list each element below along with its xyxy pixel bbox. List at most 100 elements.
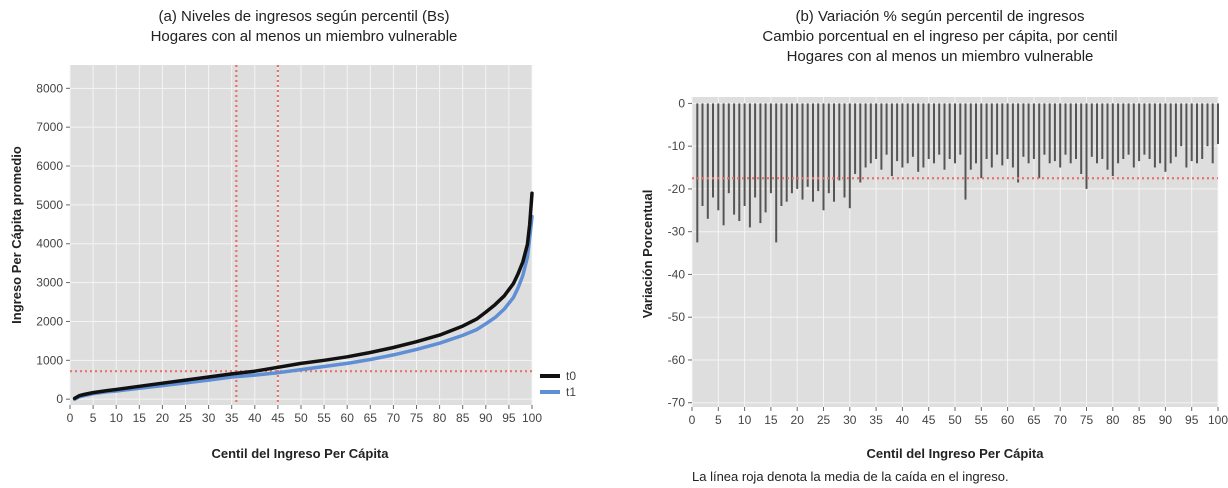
x-tick-label: 35 (869, 413, 883, 427)
bar (1190, 103, 1193, 162)
chart-a-subtitle: Hogares con al menos un miembro vulnerab… (151, 28, 458, 45)
y-tick-label: 1000 (36, 353, 63, 367)
chart-b-y-axis-label: Variación Porcentual (640, 190, 655, 319)
chart-b-subtitle-2: Hogares con al menos un miembro vulnerab… (787, 48, 1094, 65)
bar (954, 103, 956, 164)
bar (822, 103, 825, 211)
bar (812, 103, 814, 202)
x-tick-label: 90 (1159, 413, 1173, 427)
bar (1027, 103, 1030, 164)
bar (785, 103, 788, 202)
bar (927, 103, 930, 159)
chart-b-bars (696, 103, 1219, 243)
bar (911, 103, 914, 157)
bar (959, 103, 962, 155)
y-tick-label: 5000 (36, 198, 63, 212)
bar (1043, 103, 1046, 155)
chart-b: (b) Variación % según percentil de ingre… (640, 8, 1228, 484)
bar (901, 103, 904, 168)
x-tick-label: 45 (922, 413, 936, 427)
bar (1106, 103, 1109, 170)
bar (1111, 103, 1114, 177)
x-tick-label: 75 (1080, 413, 1094, 427)
x-tick-label: 5 (90, 411, 97, 425)
bar (1206, 103, 1209, 147)
x-tick-label: 80 (433, 411, 447, 425)
bar (717, 103, 720, 211)
bar (1132, 103, 1135, 168)
bar (864, 103, 867, 168)
y-tick-label: 8000 (36, 81, 63, 95)
bar (880, 103, 883, 170)
bar (1053, 103, 1056, 162)
y-tick-label: 6000 (36, 159, 63, 173)
x-tick-label: 0 (67, 411, 74, 425)
bar (885, 103, 888, 155)
x-tick-label: 5 (715, 413, 722, 427)
chart-a-grid (69, 65, 533, 405)
y-tick-label: 4000 (36, 237, 63, 251)
bar (1185, 103, 1188, 168)
x-tick-label: 70 (387, 411, 401, 425)
x-tick-label: 85 (456, 411, 470, 425)
bar (938, 103, 941, 155)
bar (801, 103, 804, 200)
bar (1069, 103, 1072, 164)
x-tick-label: 95 (1185, 413, 1199, 427)
bar (1075, 103, 1077, 159)
bar (775, 103, 778, 243)
x-tick-label: 50 (294, 411, 308, 425)
y-tick-label: -40 (668, 267, 686, 281)
chart-a-y-ticks: 0 1000 2000 3000 4000 5000 6000 7000 8000 (36, 81, 70, 406)
bar (1101, 103, 1104, 159)
x-tick-label: 60 (341, 411, 355, 425)
y-tick-label: 2000 (36, 314, 63, 328)
bar (1153, 103, 1156, 168)
bar (1017, 103, 1020, 183)
chart-b-subtitle: Cambio porcentual en el ingreso per cápi… (762, 28, 1117, 45)
chart-b-x-ticks: 0 5 10 15 20 25 30 35 40 45 50 55 60 65 70 75 80 85 90 95 10… (689, 407, 1228, 427)
y-tick-label: 0 (56, 392, 63, 406)
x-tick-label: 90 (479, 411, 493, 425)
bar (948, 103, 951, 159)
x-tick-label: 70 (1054, 413, 1068, 427)
x-tick-label: 100 (1208, 413, 1228, 427)
bar (964, 103, 967, 200)
bar (806, 103, 809, 187)
x-tick-label: 40 (896, 413, 910, 427)
bar (748, 103, 751, 228)
x-tick-label: 95 (502, 411, 516, 425)
chart-b-note: La línea roja denota la media de la caíd… (692, 469, 1009, 484)
x-tick-label: 85 (1132, 413, 1146, 427)
x-tick-label: 75 (410, 411, 424, 425)
bar (796, 103, 799, 189)
bar (854, 103, 857, 174)
x-tick-label: 65 (1027, 413, 1041, 427)
bar (790, 103, 793, 194)
x-tick-label: 30 (843, 413, 857, 427)
bar (733, 103, 736, 215)
bar (1001, 103, 1004, 166)
x-tick-label: 30 (202, 411, 216, 425)
bar (1180, 103, 1183, 147)
bar (996, 103, 999, 155)
series-line-t0 (72, 191, 534, 401)
bar (990, 103, 993, 168)
y-tick-label: -50 (668, 310, 686, 324)
x-tick-label: 55 (317, 411, 331, 425)
y-tick-label: -70 (668, 396, 686, 410)
bar (1006, 103, 1009, 159)
legend-label-t0: t0 (566, 369, 576, 383)
chart-a-title: (a) Niveles de ingresos según percentil … (159, 8, 450, 25)
bar (906, 103, 909, 164)
x-tick-label: 80 (1106, 413, 1120, 427)
bar (1196, 103, 1198, 164)
bar (701, 103, 704, 206)
x-tick-label: 65 (364, 411, 378, 425)
bar (1011, 103, 1014, 168)
y-tick-label: -20 (668, 182, 686, 196)
bar (1201, 103, 1204, 159)
bar (1211, 103, 1214, 164)
bar (1164, 103, 1167, 172)
